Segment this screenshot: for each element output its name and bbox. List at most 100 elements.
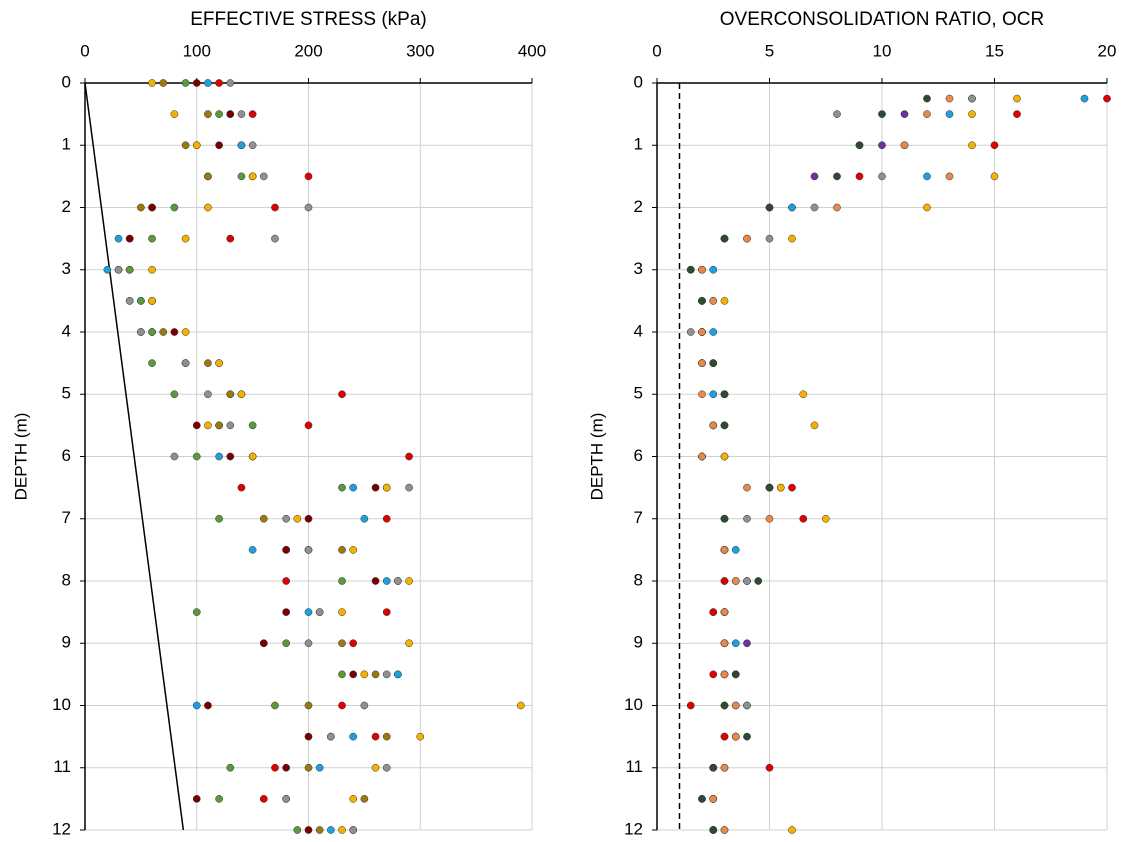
data-point [204,172,212,181]
data-point [349,483,358,492]
data-point [304,514,313,523]
y-tick-label: 1 [634,135,643,154]
data-point [315,826,324,834]
y-tick-label: 4 [62,321,71,340]
data-point [304,639,313,648]
data-point [855,141,864,150]
y-tick-label: 6 [634,446,643,465]
y-tick-label: 10 [624,695,643,714]
data-point [720,670,729,679]
data-point [1013,94,1021,103]
data-point [159,79,168,87]
data-point [788,483,796,492]
data-point [226,79,235,87]
y-tick-label: 2 [634,197,643,216]
y-tick-label: 3 [62,259,71,278]
data-point [338,608,346,616]
data-point [103,265,112,274]
y-tick-label: 1 [62,135,71,154]
data-point [315,608,324,616]
data-point [192,452,201,461]
data-point [360,701,369,710]
data-point [720,639,729,648]
data-point [945,172,954,181]
data-point [709,328,718,336]
y-tick-label: 6 [62,446,71,465]
data-point [776,483,785,492]
data-point [382,608,391,616]
data-point [833,203,841,212]
data-point [743,577,751,585]
data-point [137,297,145,305]
y-tick-label: 9 [634,633,643,652]
data-point [170,390,179,399]
y-tick-label: 8 [62,570,71,589]
data-point [945,110,954,118]
data-point [709,265,718,274]
data-point [293,514,302,523]
data-point [338,483,346,492]
data-point [878,172,886,181]
data-point [371,763,380,772]
x-tick-label: 15 [985,41,1004,60]
data-point [743,234,751,243]
data-point [293,826,302,834]
data-point [720,546,729,554]
data-point [990,141,999,150]
data-point [226,110,235,118]
data-point [720,577,729,585]
data-point [720,701,729,710]
data-point [1013,110,1021,118]
data-point [720,234,729,243]
chart-title: OVERCONSOLIDATION RATIO, OCR [720,9,1044,30]
data-point [282,639,290,648]
data-point [900,141,909,150]
data-point [788,234,796,243]
data-point [215,79,223,87]
data-point [315,763,324,772]
data-point [516,701,525,710]
data-point [338,701,346,710]
data-point [282,577,290,585]
data-point [382,514,391,523]
data-point [765,763,774,772]
data-point [282,514,290,523]
x-tick-label: 400 [518,41,546,60]
data-point [148,265,156,274]
data-point [148,297,156,305]
data-point [148,328,156,336]
data-point [799,514,808,523]
y-tick-label: 10 [52,695,71,714]
data-point [743,701,751,710]
y-tick-label: 0 [634,72,643,91]
data-point [248,546,257,554]
data-point [338,546,346,554]
data-point [226,763,235,772]
data-point [765,483,774,492]
data-point [371,670,380,679]
data-point [248,452,257,461]
y-tick-label: 5 [62,384,71,403]
data-point [720,452,729,461]
data-point [192,421,201,430]
y-tick-label: 8 [634,570,643,589]
data-point [170,328,179,336]
data-point [765,203,774,212]
data-point [215,452,223,461]
y-tick-label: 9 [62,633,71,652]
data-point [743,732,751,741]
data-point [878,110,886,118]
data-point [743,483,751,492]
data-point [304,732,313,741]
data-point [743,514,751,523]
data-point [248,172,257,181]
data-point [720,514,729,523]
data-point [382,670,391,679]
data-point [204,203,212,212]
data-point [282,763,290,772]
data-point [271,203,279,212]
y-tick-label: 11 [625,757,643,776]
data-point [720,297,729,305]
data-point [1080,94,1089,103]
data-point [382,483,391,492]
